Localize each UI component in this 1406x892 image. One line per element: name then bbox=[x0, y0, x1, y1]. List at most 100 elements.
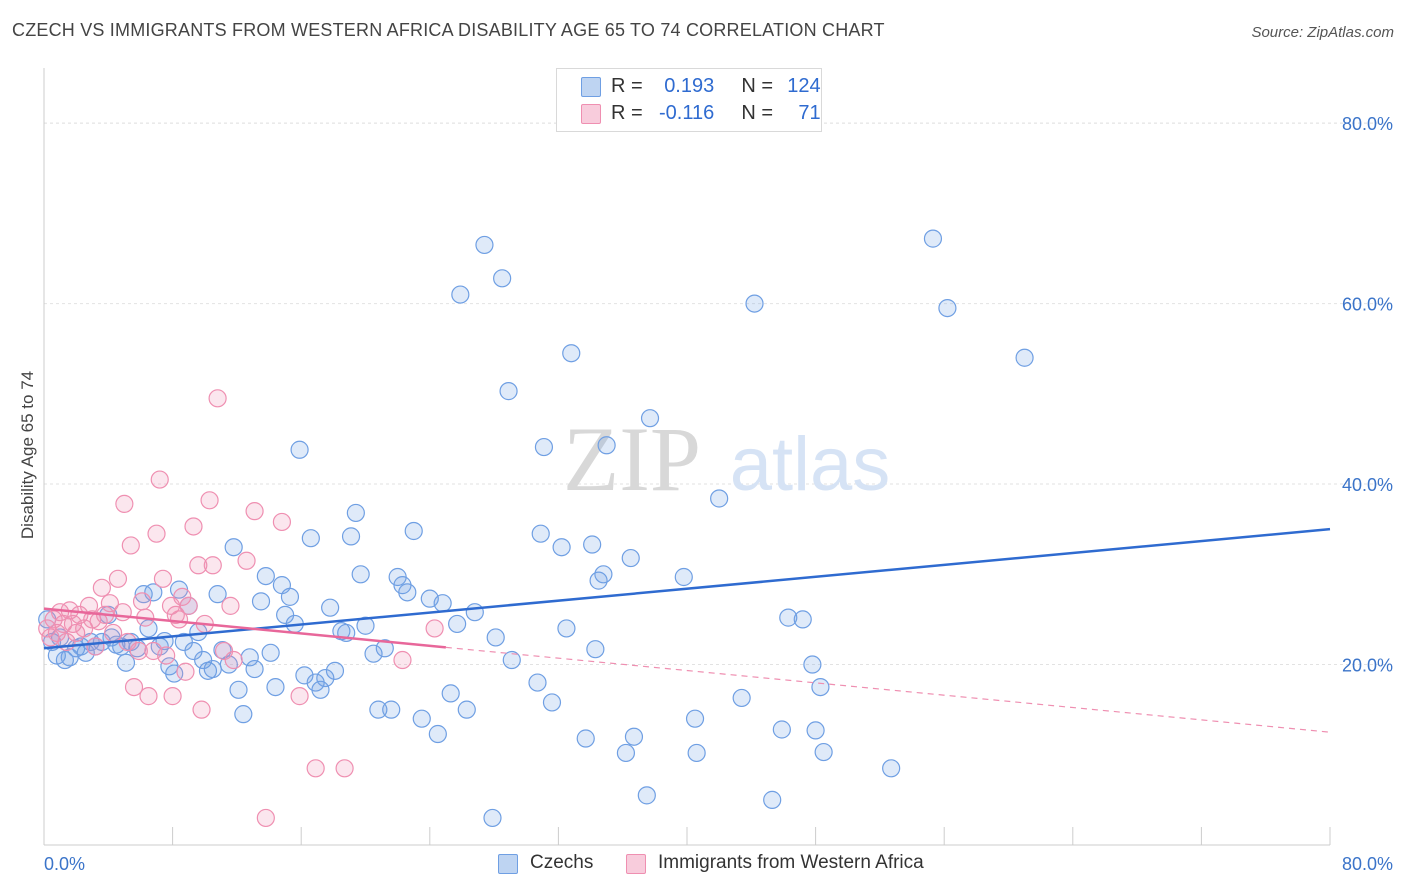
czechs-point bbox=[938, 299, 957, 318]
immigrants-point bbox=[157, 646, 176, 665]
czechs-point bbox=[165, 664, 184, 683]
czechs-point bbox=[502, 650, 521, 670]
czechs-point bbox=[290, 440, 309, 459]
legend-label-czechs: Czechs bbox=[530, 852, 594, 873]
czechs-point bbox=[772, 720, 791, 739]
immigrants-point bbox=[44, 610, 63, 629]
czechs-point bbox=[594, 565, 613, 584]
immigrants-point bbox=[221, 596, 240, 615]
czechs-point bbox=[404, 521, 423, 541]
czechs-point bbox=[475, 235, 494, 255]
watermark-atlas: atlas bbox=[730, 422, 891, 507]
czechs-point bbox=[793, 610, 812, 629]
immigrants-point bbox=[200, 491, 219, 510]
czechs-point bbox=[710, 489, 729, 508]
czechs-swatch bbox=[581, 77, 601, 97]
immigrants-point bbox=[335, 759, 354, 778]
czechs-point bbox=[245, 659, 264, 679]
czechs-point bbox=[261, 643, 280, 662]
immigrants-point bbox=[306, 759, 325, 778]
czechs-point bbox=[203, 659, 222, 679]
trend-extension bbox=[445, 646, 1331, 733]
immigrants-point bbox=[129, 641, 148, 661]
czechs-point bbox=[493, 269, 512, 288]
immigrants-point bbox=[92, 578, 111, 597]
n-value: 71 bbox=[798, 102, 821, 124]
czechs-point bbox=[234, 705, 253, 724]
czechs-point bbox=[356, 616, 375, 635]
czechs-point bbox=[251, 592, 271, 611]
immigrants-point bbox=[79, 596, 99, 615]
czechs-point bbox=[597, 436, 616, 455]
czechs-point bbox=[346, 503, 365, 523]
czechs-point bbox=[806, 721, 825, 740]
immigrants-point bbox=[256, 808, 275, 828]
immigrants-point bbox=[100, 594, 120, 613]
czechs-point bbox=[266, 677, 285, 697]
czechs-point bbox=[256, 566, 275, 586]
czechs-point bbox=[528, 673, 547, 692]
czechs-point bbox=[451, 285, 470, 304]
czechs-point bbox=[486, 628, 505, 647]
czechs-point bbox=[803, 655, 822, 674]
immigrants-point bbox=[173, 587, 192, 606]
czechs-point bbox=[1015, 348, 1034, 367]
r-value: 0.193 bbox=[664, 75, 715, 97]
czechs-point bbox=[321, 598, 340, 617]
immigrants-point bbox=[139, 687, 158, 706]
immigrants-point bbox=[237, 551, 256, 570]
czechs-point bbox=[280, 587, 300, 606]
czechs-point bbox=[557, 619, 576, 638]
immigrants-point bbox=[203, 556, 222, 575]
immigrants-point bbox=[108, 569, 128, 588]
immigrants-point bbox=[179, 596, 198, 615]
czechs-point bbox=[364, 644, 383, 663]
czechs-point bbox=[428, 724, 447, 744]
immigrants-point bbox=[150, 470, 169, 489]
immigrants-point bbox=[189, 556, 208, 575]
r-label: R = bbox=[611, 102, 643, 124]
stats-text-immigrants: R = -0.116 N = 71 bbox=[611, 102, 821, 125]
immigrants-point bbox=[153, 569, 173, 588]
czechs-point bbox=[814, 742, 833, 762]
immigrants-point bbox=[121, 536, 140, 555]
czechs-point bbox=[229, 680, 248, 699]
czechs-point bbox=[923, 229, 943, 248]
n-label: N = bbox=[741, 75, 774, 97]
czechs-point bbox=[576, 729, 595, 748]
czechs-point bbox=[369, 700, 388, 719]
czechs-point bbox=[687, 743, 706, 763]
czechs-point bbox=[562, 344, 581, 363]
stats-text-czechs: R = 0.193 N = 124 bbox=[611, 75, 821, 98]
r-value: -0.116 bbox=[659, 102, 715, 124]
czechs-point bbox=[311, 680, 330, 699]
czechs-point bbox=[745, 294, 764, 313]
czechs-point bbox=[499, 382, 518, 401]
czechs-point bbox=[882, 759, 901, 778]
czechs-point bbox=[325, 661, 345, 680]
chart-source: Source: ZipAtlas.com bbox=[1251, 24, 1394, 41]
czechs-point bbox=[316, 668, 335, 688]
legend-label-immigrants: Immigrants from Western Africa bbox=[658, 852, 924, 873]
immigrants-point bbox=[163, 687, 182, 706]
czechs-point bbox=[295, 666, 314, 685]
r-label: R = bbox=[611, 75, 643, 97]
y-tick-label: 40.0% bbox=[1342, 475, 1393, 495]
czechs-point bbox=[685, 709, 705, 728]
czechs-point bbox=[616, 743, 636, 763]
czechs-point bbox=[542, 693, 562, 712]
czechs-point bbox=[398, 583, 417, 602]
immigrants-point bbox=[208, 389, 227, 408]
czechs-point bbox=[457, 700, 476, 719]
czechs-point bbox=[621, 548, 640, 568]
czechs-point bbox=[640, 409, 660, 428]
czechs-point bbox=[465, 603, 484, 622]
immigrants-point bbox=[290, 687, 309, 706]
immigrants-point bbox=[425, 619, 444, 638]
czechs-point bbox=[375, 639, 394, 658]
czechs-point bbox=[763, 790, 782, 809]
czechs-point bbox=[224, 538, 243, 557]
czechs-point bbox=[624, 727, 644, 746]
legend-swatch-czechs bbox=[498, 854, 518, 874]
